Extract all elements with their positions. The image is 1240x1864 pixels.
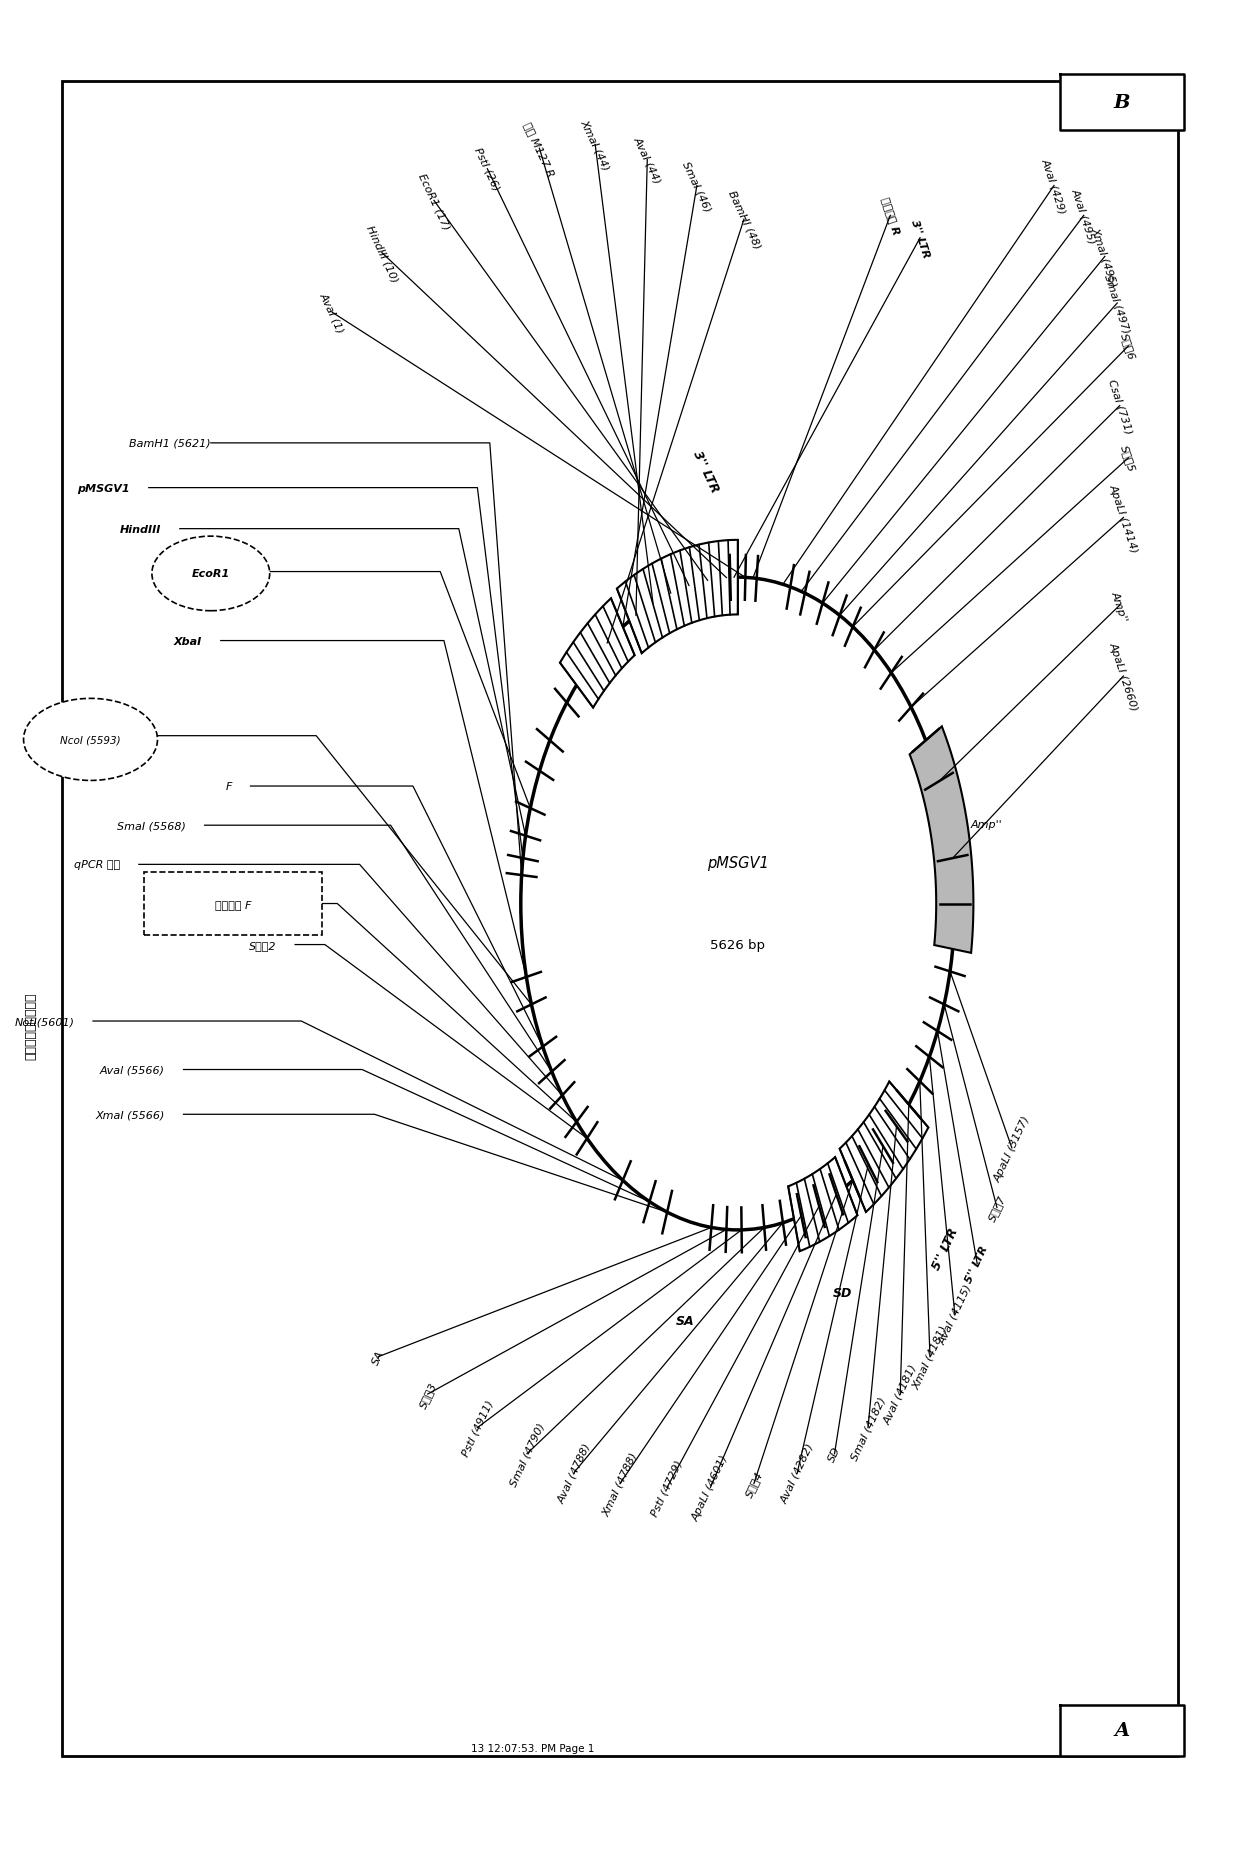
Text: AvaI (44): AvaI (44) bbox=[632, 136, 662, 185]
Text: 3'' LTR: 3'' LTR bbox=[909, 218, 931, 259]
Polygon shape bbox=[789, 1158, 858, 1251]
Polygon shape bbox=[1060, 75, 1184, 130]
Text: 5'' LTR: 5'' LTR bbox=[930, 1225, 961, 1271]
Text: HindIII: HindIII bbox=[120, 524, 161, 535]
Text: ApaLI (1414): ApaLI (1414) bbox=[1107, 483, 1140, 554]
Text: XmaI (4181): XmaI (4181) bbox=[911, 1323, 949, 1391]
Polygon shape bbox=[1060, 1706, 1184, 1756]
Polygon shape bbox=[910, 727, 973, 953]
Text: 3'' LTR: 3'' LTR bbox=[691, 449, 722, 494]
Text: AvaI (495): AvaI (495) bbox=[1070, 186, 1097, 246]
Bar bbox=[62, 82, 1178, 1756]
Text: PstI (26): PstI (26) bbox=[472, 147, 502, 192]
Text: F: F bbox=[226, 781, 232, 792]
Text: S引瀩5: S引瀩5 bbox=[1120, 444, 1137, 473]
Text: S引瀩2: S引瀩2 bbox=[249, 939, 277, 951]
Text: XmaI (5566): XmaI (5566) bbox=[95, 1109, 165, 1120]
Text: SA: SA bbox=[371, 1348, 386, 1366]
Polygon shape bbox=[618, 541, 738, 654]
Text: S引瀩3: S引瀩3 bbox=[418, 1379, 438, 1409]
Text: XbaI: XbaI bbox=[174, 636, 202, 647]
Text: SmaI (4790): SmaI (4790) bbox=[508, 1420, 546, 1487]
Text: XmaI (495): XmaI (495) bbox=[1090, 226, 1120, 289]
FancyBboxPatch shape bbox=[144, 872, 322, 936]
Text: EcoR1 (17): EcoR1 (17) bbox=[417, 171, 451, 231]
Text: AvaI (4282): AvaI (4282) bbox=[779, 1441, 816, 1504]
Ellipse shape bbox=[24, 699, 157, 781]
Text: BamHI (48): BamHI (48) bbox=[727, 188, 761, 252]
Text: HindIII (10): HindIII (10) bbox=[365, 224, 399, 283]
Text: SmaI (4182): SmaI (4182) bbox=[849, 1394, 887, 1461]
Text: SA: SA bbox=[676, 1314, 694, 1327]
Text: S引瀩6: S引瀩6 bbox=[1120, 332, 1137, 362]
Text: SmaI (46): SmaI (46) bbox=[681, 160, 713, 212]
Text: SD: SD bbox=[827, 1445, 842, 1463]
Text: ApaLI (2660): ApaLI (2660) bbox=[1107, 641, 1140, 712]
Text: NcoI (5593): NcoI (5593) bbox=[61, 734, 120, 746]
Text: A: A bbox=[1115, 1720, 1130, 1739]
Text: NotI(5601): NotI(5601) bbox=[15, 1016, 74, 1027]
Text: Amp'': Amp'' bbox=[971, 820, 1002, 829]
Text: AvaI (4788): AvaI (4788) bbox=[556, 1441, 593, 1504]
Text: AvaI (1): AvaI (1) bbox=[319, 291, 346, 336]
Text: Aval (5566): Aval (5566) bbox=[100, 1064, 165, 1076]
Text: SmaI (5568): SmaI (5568) bbox=[117, 820, 186, 831]
Text: SmaI (497): SmaI (497) bbox=[1102, 272, 1132, 336]
Text: 测序引物 F: 测序引物 F bbox=[215, 898, 252, 910]
Text: SD: SD bbox=[832, 1286, 852, 1299]
Polygon shape bbox=[839, 1081, 929, 1212]
Text: XmaI (44): XmaI (44) bbox=[579, 117, 611, 173]
Text: pMSGV1: pMSGV1 bbox=[707, 856, 769, 870]
Text: AvaI (4181): AvaI (4181) bbox=[882, 1363, 919, 1426]
Text: BamH1 (5621): BamH1 (5621) bbox=[129, 438, 211, 449]
Text: 13 12:07:53. PM Page 1: 13 12:07:53. PM Page 1 bbox=[471, 1743, 594, 1754]
Text: EcoR1: EcoR1 bbox=[192, 569, 229, 580]
Text: CsaI (731): CsaI (731) bbox=[1106, 378, 1133, 434]
Text: S引瀩4: S引瀩4 bbox=[744, 1469, 764, 1499]
Text: PstI (4911): PstI (4911) bbox=[460, 1398, 495, 1458]
Text: S引瀩7: S引瀩7 bbox=[987, 1193, 1007, 1223]
Text: XmaI (4788): XmaI (4788) bbox=[601, 1450, 639, 1517]
Ellipse shape bbox=[151, 537, 270, 611]
Text: 引物 M127 R: 引物 M127 R bbox=[522, 121, 557, 177]
Text: pMSGV1: pMSGV1 bbox=[78, 483, 130, 494]
Text: ApaLI (4601): ApaLI (4601) bbox=[691, 1452, 730, 1523]
Text: 5'' LTR: 5'' LTR bbox=[965, 1243, 990, 1284]
Text: 该构建体的引物设计: 该构建体的引物设计 bbox=[25, 992, 37, 1059]
Text: AvaI (4115): AvaI (4115) bbox=[936, 1282, 973, 1346]
Text: ApaLI (3157): ApaLI (3157) bbox=[992, 1113, 1032, 1184]
Polygon shape bbox=[560, 598, 635, 708]
Text: Amp'': Amp'' bbox=[1110, 589, 1130, 623]
Text: AvaI (429): AvaI (429) bbox=[1040, 157, 1068, 216]
Text: 测序引物 R: 测序引物 R bbox=[879, 196, 901, 237]
Text: PstI (4729): PstI (4729) bbox=[650, 1458, 684, 1517]
Text: qPCR 引物: qPCR 引物 bbox=[74, 859, 120, 870]
Text: B: B bbox=[1114, 93, 1131, 112]
Text: 5626 bp: 5626 bp bbox=[711, 939, 765, 951]
